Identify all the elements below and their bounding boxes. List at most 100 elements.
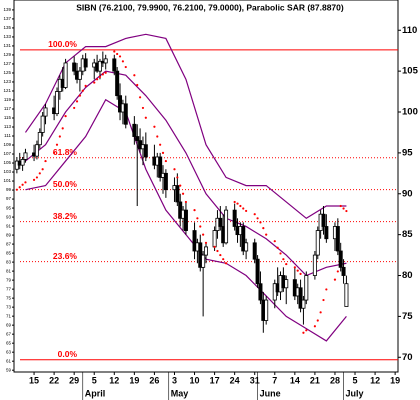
y2-tick-label: 125 (3, 70, 11, 75)
y2-tick-label: 67 (6, 331, 12, 336)
candle-body (252, 242, 257, 260)
month-label: May (171, 388, 189, 398)
sar-dot (276, 246, 279, 249)
sar-dot (118, 55, 122, 58)
y-tick-label: 110 (402, 25, 417, 36)
x-tick-label: 5 (92, 375, 97, 385)
y2-tick-label: 69 (6, 322, 12, 327)
sar-dot (296, 269, 299, 272)
x-tick-label: 24 (230, 375, 240, 385)
sar-dot (242, 207, 245, 210)
x-tick-label: 17 (210, 375, 220, 385)
sar-dot (58, 135, 61, 138)
sar-dot (32, 178, 36, 181)
sar-dot (21, 183, 24, 186)
candle-body (218, 217, 223, 227)
chart-title: SIBN (76.2100, 79.9900, 76.2100, 79.0000… (76, 2, 344, 12)
candle-body (212, 230, 217, 248)
x-tick-label: 7 (272, 375, 277, 385)
y-tick-label: 105 (402, 66, 419, 77)
sar-dot (282, 258, 285, 261)
sar-dot (93, 81, 96, 84)
sar-dot (73, 106, 76, 110)
sar-dot (78, 94, 82, 97)
x-tick-label: 3 (172, 375, 177, 385)
y2-tick-label: 107 (3, 151, 11, 156)
fib-label: 61.8% (53, 147, 78, 157)
sar-dot (196, 217, 199, 220)
y2-tick-label: 127 (3, 61, 11, 66)
candle-body (123, 103, 128, 125)
fib-label: 100.0% (48, 39, 77, 49)
sar-dot (181, 192, 185, 195)
y2-tick-label: 101 (3, 178, 11, 183)
sar-dot (216, 249, 219, 253)
y2-tick-label: 129 (3, 52, 11, 57)
y2-tick-label: 79 (6, 277, 12, 282)
sar-dot (104, 71, 107, 74)
sar-dot (173, 168, 176, 171)
sar-dot (313, 325, 316, 328)
sar-dot (202, 233, 205, 236)
candle-body (54, 91, 59, 115)
x-tick-label: 15 (29, 375, 39, 385)
sar-dot (55, 143, 59, 146)
sar-dot (101, 73, 104, 76)
y2-tick-label: 117 (4, 106, 12, 111)
sar-dot (319, 311, 322, 314)
candle-body (23, 152, 28, 160)
candle-body (97, 60, 102, 72)
y2-tick-label: 65 (6, 340, 12, 345)
candle-body (264, 299, 269, 321)
x-tick-label: 19 (129, 375, 139, 385)
x-tick-label: 28 (330, 375, 340, 385)
y-tick-label: 90 (402, 188, 413, 199)
sar-dot (316, 319, 319, 322)
y2-tick-label: 89 (6, 232, 12, 237)
month-label: June (260, 388, 281, 398)
sar-dot (224, 262, 228, 265)
sar-dot (161, 151, 165, 154)
y2-tick-label: 59 (6, 367, 12, 372)
y2-tick-label: 73 (6, 304, 12, 309)
y2-tick-label: 137 (3, 16, 11, 21)
candle-body (304, 275, 309, 301)
sar-dot (138, 96, 142, 99)
candle-body (298, 287, 303, 309)
month-label: July (346, 388, 364, 398)
candle-body (324, 226, 329, 240)
x-tick-label: 12 (109, 375, 119, 385)
sar-dot (53, 151, 56, 154)
candle-body (34, 144, 39, 157)
sar-dot (144, 116, 147, 119)
sar-dot (253, 213, 256, 216)
candle-body (244, 242, 249, 252)
candle-body (341, 266, 346, 276)
y2-tick-label: 119 (4, 97, 12, 102)
candle-body (312, 254, 317, 276)
y2-tick-label: 133 (3, 34, 11, 39)
x-tick-label: 31 (250, 375, 260, 385)
y2-tick-label: 85 (6, 250, 12, 255)
sar-dot (133, 74, 136, 77)
sar-dot (204, 241, 208, 244)
y2-tick-label: 103 (3, 169, 11, 174)
sar-dot (113, 50, 116, 53)
sar-dot (219, 253, 222, 257)
sar-dot (256, 217, 259, 220)
y2-tick-label: 123 (3, 79, 11, 84)
sar-dot (38, 172, 41, 175)
x-tick-label: 29 (69, 375, 79, 385)
sar-dot (24, 181, 27, 184)
candle-body (321, 213, 326, 227)
y2-tick-label: 61 (6, 358, 12, 363)
candle-body (163, 172, 168, 191)
fib-label: 50.0% (53, 179, 78, 189)
sar-dot (339, 204, 342, 208)
sar-dot (265, 233, 268, 236)
candle-body (77, 70, 82, 80)
x-tick-label: 22 (49, 375, 59, 385)
candle-body (83, 58, 88, 68)
sar-dot (159, 143, 162, 146)
sar-dot (325, 288, 328, 291)
